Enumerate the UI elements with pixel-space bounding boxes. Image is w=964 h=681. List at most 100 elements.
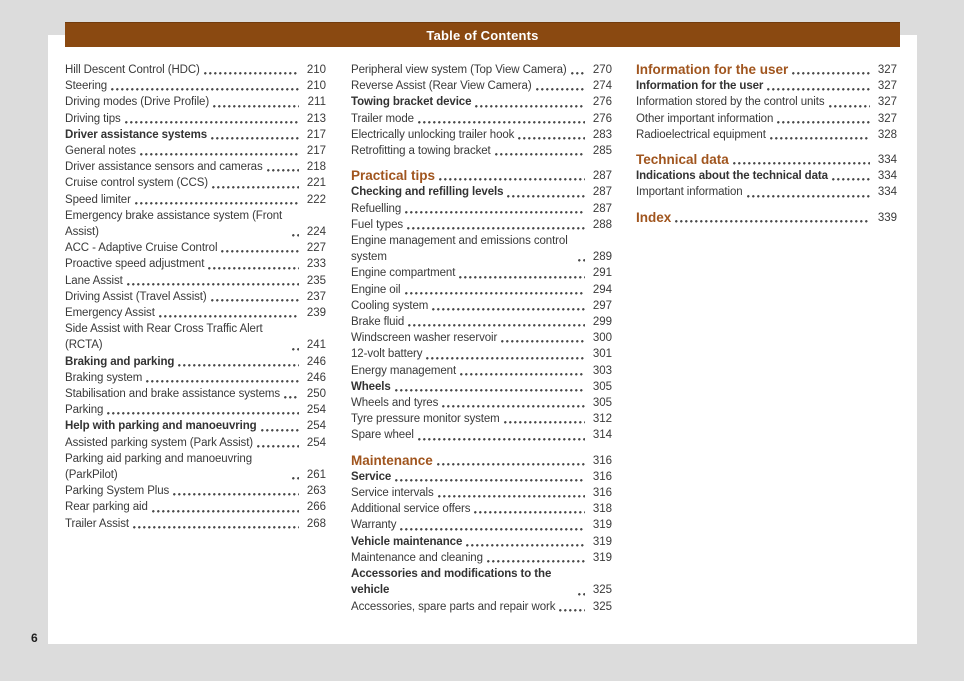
toc-entry-label: Important information bbox=[636, 186, 743, 199]
dot-leader bbox=[407, 227, 585, 231]
toc-entry-label: Refuelling bbox=[351, 202, 402, 215]
toc-entry-page: 283 bbox=[592, 128, 612, 141]
dot-leader bbox=[432, 308, 585, 312]
toc-entry-page: 263 bbox=[306, 485, 326, 498]
toc-entry-page: 254 bbox=[306, 404, 326, 417]
toc-entry-label: Warranty bbox=[351, 519, 397, 532]
toc-entry: Proactive speed adjustment 233 bbox=[65, 256, 326, 272]
toc-column-right: Information for the user 327 Information f… bbox=[636, 62, 897, 226]
dot-leader bbox=[486, 560, 585, 564]
toc-entry-label: Parking aid parking and manoeuvring (Par… bbox=[65, 452, 253, 482]
toc-entry-label: Tyre pressure monitor system bbox=[351, 413, 500, 426]
dot-leader bbox=[292, 347, 299, 351]
dot-leader bbox=[675, 219, 870, 223]
dot-leader bbox=[111, 88, 299, 92]
toc-entry-label: Hill Descent Control (HDC) bbox=[65, 64, 200, 76]
toc-entry: Hill Descent Control (HDC) 210 bbox=[65, 62, 326, 78]
toc-entry-label: Information for the user bbox=[636, 62, 789, 77]
toc-entry-page: 246 bbox=[306, 355, 326, 368]
toc-entry: Important information 334 bbox=[636, 184, 897, 200]
toc-entry-page: 301 bbox=[592, 348, 612, 361]
toc-entry: Spare wheel 314 bbox=[351, 427, 612, 443]
toc-entry-label: Energy management bbox=[351, 364, 457, 377]
toc-entry-page: 327 bbox=[877, 64, 897, 76]
dot-leader bbox=[213, 104, 299, 108]
toc-entry: Cooling system 297 bbox=[351, 298, 612, 314]
toc-entry-label: Index bbox=[636, 209, 672, 225]
toc-entry: Radioelectrical equipment 328 bbox=[636, 127, 897, 143]
toc-entry-page: 285 bbox=[592, 145, 612, 158]
toc-section-heading: Index 339 bbox=[636, 210, 897, 226]
toc-entry: Checking and refilling levels 287 bbox=[351, 184, 612, 200]
toc-entry-label: Radioelectrical equipment bbox=[636, 128, 766, 141]
dot-leader bbox=[211, 137, 299, 141]
toc-entry-label: Lane Assist bbox=[65, 274, 123, 287]
dot-leader bbox=[426, 356, 585, 360]
dot-leader bbox=[436, 462, 585, 466]
dot-leader bbox=[474, 511, 585, 515]
toc-entry-label: Wheels bbox=[351, 380, 391, 393]
toc-entry-page: 294 bbox=[592, 283, 612, 296]
toc-entry-page: 254 bbox=[306, 436, 326, 449]
toc-entry-label: Assisted parking system (Park Assist) bbox=[65, 436, 254, 449]
dot-leader bbox=[769, 137, 870, 141]
dot-leader bbox=[767, 88, 870, 92]
toc-entry-label: Windscreen washer reservoir bbox=[351, 332, 498, 345]
dot-leader bbox=[439, 178, 585, 182]
toc-entry-label: Parking System Plus bbox=[65, 485, 170, 498]
dot-leader bbox=[266, 169, 299, 173]
dot-leader bbox=[460, 372, 585, 376]
toc-entry-page: 268 bbox=[306, 517, 326, 530]
toc-entry: Steering 210 bbox=[65, 78, 326, 94]
toc-entry-page: 261 bbox=[306, 469, 326, 482]
toc-entry: Braking and parking 246 bbox=[65, 354, 326, 370]
toc-entry-label: Help with parking and manoeuvring bbox=[65, 420, 257, 433]
toc-entry-page: 316 bbox=[592, 454, 612, 467]
dot-leader bbox=[828, 104, 870, 108]
toc-entry: Vehicle maintenance 319 bbox=[351, 534, 612, 550]
toc-entry: Braking system 246 bbox=[65, 370, 326, 386]
toc-entry: Engine oil 294 bbox=[351, 282, 612, 298]
toc-entry-page: 334 bbox=[877, 154, 897, 167]
dot-leader bbox=[503, 421, 585, 425]
toc-entry: Parking 254 bbox=[65, 402, 326, 418]
toc-entry-page: 250 bbox=[306, 388, 326, 401]
toc-entry: Accessories, spare parts and repair work… bbox=[351, 599, 612, 615]
toc-entry: Service intervals 316 bbox=[351, 485, 612, 501]
dot-leader bbox=[394, 389, 585, 393]
toc-entry-label: Braking and parking bbox=[65, 355, 175, 368]
dot-leader bbox=[203, 72, 299, 76]
toc-entry-page: 287 bbox=[592, 186, 612, 199]
dot-leader bbox=[459, 275, 585, 279]
dot-leader bbox=[260, 428, 299, 432]
dot-leader bbox=[292, 477, 299, 481]
dot-leader bbox=[746, 194, 870, 198]
toc-entry: Maintenance and cleaning 319 bbox=[351, 550, 612, 566]
toc-entry-page: 303 bbox=[592, 364, 612, 377]
toc-entry: Windscreen washer reservoir 300 bbox=[351, 330, 612, 346]
toc-entry-label: Fuel types bbox=[351, 218, 404, 231]
toc-entry: Information for the user 327 bbox=[636, 78, 897, 94]
toc-entry-page: 222 bbox=[306, 193, 326, 206]
dot-leader bbox=[417, 437, 585, 441]
toc-entry-label: Engine compartment bbox=[351, 267, 456, 280]
dot-leader bbox=[494, 153, 585, 157]
toc-entry-label: Practical tips bbox=[351, 168, 436, 184]
toc-entry: ACC - Adaptive Cruise Control 227 bbox=[65, 240, 326, 256]
toc-entry-label: Other important information bbox=[636, 112, 774, 125]
toc-entry-label: Peripheral view system (Top View Camera) bbox=[351, 64, 567, 76]
dot-leader bbox=[518, 137, 585, 141]
toc-entry: Electrically unlocking trailer hook 283 bbox=[351, 127, 612, 143]
toc-entry-page: 221 bbox=[306, 177, 326, 190]
toc-entry: Brake fluid 299 bbox=[351, 314, 612, 330]
toc-entry-label: Information for the user bbox=[636, 80, 764, 93]
dot-leader bbox=[535, 88, 585, 92]
toc-entry-page: 274 bbox=[592, 80, 612, 93]
toc-entry-label: Cruise control system (CCS) bbox=[65, 177, 208, 190]
dot-leader bbox=[404, 291, 585, 295]
dot-leader bbox=[732, 162, 870, 166]
toc-entry: Rear parking aid 266 bbox=[65, 499, 326, 515]
dot-leader bbox=[777, 120, 870, 124]
toc-entry-label: Maintenance bbox=[351, 452, 433, 468]
toc-entry: Speed limiter 222 bbox=[65, 192, 326, 208]
